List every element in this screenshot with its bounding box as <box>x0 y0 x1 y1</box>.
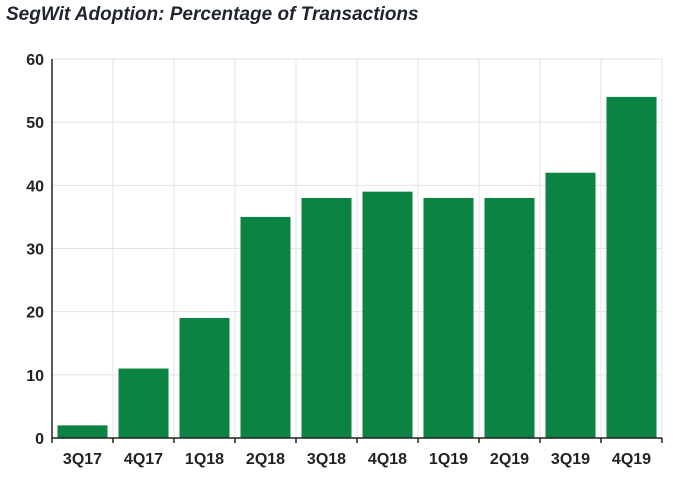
chart-title: SegWit Adoption: Percentage of Transacti… <box>6 4 419 25</box>
y-tick-label: 50 <box>26 115 44 132</box>
bar-2Q18 <box>240 216 291 438</box>
x-tick-label: 4Q19 <box>612 451 651 468</box>
y-tick-label: 40 <box>26 178 44 195</box>
x-tick-label: 3Q17 <box>63 451 102 468</box>
bar-2Q19 <box>484 197 535 438</box>
y-tick-labels: 0 10 20 30 40 50 60 <box>26 52 44 448</box>
bar-4Q17 <box>118 368 169 438</box>
bar-1Q19 <box>423 197 474 438</box>
axes <box>51 59 663 443</box>
bar-3Q19 <box>545 172 596 438</box>
y-tick-label: 0 <box>35 431 44 448</box>
x-tick-label: 3Q18 <box>307 451 346 468</box>
bar-4Q18 <box>362 191 413 438</box>
x-tick-label: 2Q18 <box>246 451 285 468</box>
x-tick-label: 1Q18 <box>185 451 224 468</box>
bar-4Q19 <box>606 96 657 439</box>
y-tick-label: 60 <box>26 52 44 69</box>
x-tick-label: 4Q18 <box>368 451 407 468</box>
bar-1Q18 <box>179 317 230 438</box>
x-tick-label: 3Q19 <box>551 451 590 468</box>
y-tick-label: 10 <box>26 368 44 385</box>
bars <box>57 96 657 439</box>
x-tick-label: 1Q19 <box>429 451 468 468</box>
y-tick-label: 20 <box>26 305 44 322</box>
x-tick-label: 2Q19 <box>490 451 529 468</box>
x-tick-label: 4Q17 <box>124 451 163 468</box>
y-tick-label: 30 <box>26 242 44 259</box>
bar-3Q18 <box>301 197 352 438</box>
x-tick-labels: 3Q17 4Q17 1Q18 2Q18 3Q18 4Q18 1Q19 2Q19 3Q19 4Q19 <box>63 451 651 468</box>
bar-3Q17 <box>57 425 108 438</box>
